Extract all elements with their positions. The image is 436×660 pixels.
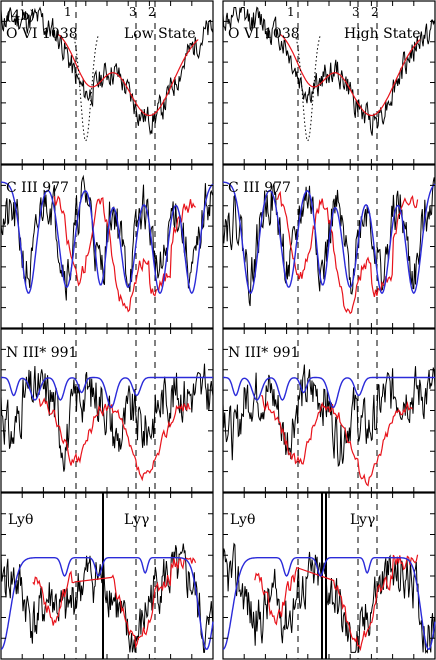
model-line xyxy=(276,190,419,315)
panel-niii-left: N III* 991 xyxy=(0,328,214,493)
model-line xyxy=(53,195,196,313)
fit-line xyxy=(222,181,436,295)
ion-label: Lyθ xyxy=(230,512,255,528)
ion-label: C III 977 xyxy=(6,180,69,196)
ion-label-2: Lyγ xyxy=(124,512,149,528)
figure-label: (4b) xyxy=(6,8,35,24)
model-line xyxy=(57,33,199,117)
ion-label: O VI 1038 xyxy=(6,26,78,42)
state-label: High State xyxy=(344,26,421,42)
panel-lyman-left: Lyθ Lyγ xyxy=(0,492,214,660)
component-label-1-right: 1 xyxy=(287,5,295,19)
component-label-1-left: 1 xyxy=(64,5,72,19)
model-line xyxy=(38,397,191,482)
state-label: Low State xyxy=(124,26,196,42)
ion-label-2: Lyγ xyxy=(350,512,375,528)
model-line xyxy=(32,557,197,650)
fit-line xyxy=(0,181,214,295)
blended-absorption-dotted-line xyxy=(292,30,321,143)
data-spectrum-line xyxy=(222,6,436,136)
panel-ovi-high: O VI 1038 High State xyxy=(222,0,436,165)
model-line xyxy=(279,33,421,117)
panel-ovi-low: O VI 1038 Low State xyxy=(0,0,214,165)
panel-ciii-right: C III 977 xyxy=(222,164,436,329)
model-line xyxy=(254,554,419,652)
panel-lyman-right: Lyθ Lyγ xyxy=(222,492,436,660)
fit-line xyxy=(222,557,436,650)
ion-label: O VI 1038 xyxy=(228,26,300,42)
data-spectrum-line xyxy=(0,6,214,136)
fit-line xyxy=(1,376,213,409)
data-spectrum-line xyxy=(222,364,436,468)
data-spectrum-line xyxy=(222,542,436,654)
data-spectrum-line xyxy=(0,543,214,653)
fit-line xyxy=(223,376,435,409)
ion-label: C III 977 xyxy=(228,180,291,196)
model-line xyxy=(261,394,413,487)
component-label-3-right: 3 xyxy=(352,5,360,19)
ion-label: N III* 991 xyxy=(6,345,77,361)
panel-niii-right: N III* 991 xyxy=(222,328,436,493)
component-label-2-left: 2 xyxy=(148,5,156,19)
component-label-3-left: 3 xyxy=(129,5,137,19)
fit-line xyxy=(0,557,214,650)
data-spectrum-line xyxy=(0,363,214,472)
ion-label: N III* 991 xyxy=(228,345,299,361)
ion-label: Lyθ xyxy=(8,512,33,528)
blended-absorption-dotted-line xyxy=(70,30,99,143)
component-label-2-right: 2 xyxy=(371,5,379,19)
panel-ciii-left: C III 977 xyxy=(0,164,214,329)
